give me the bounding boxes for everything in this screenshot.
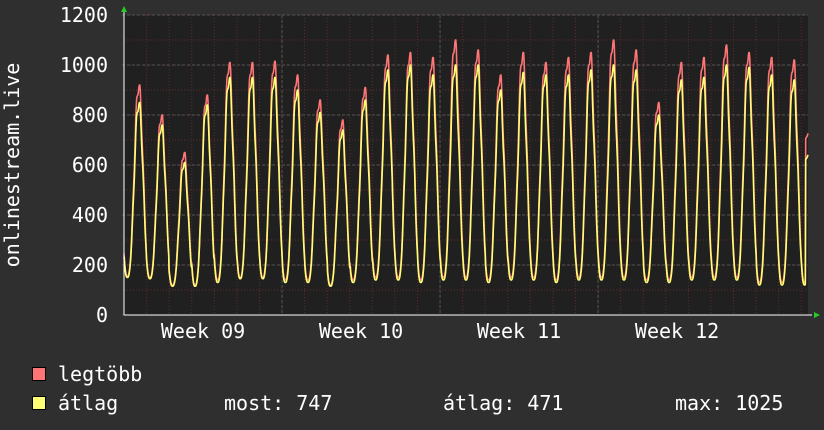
legend-label-avg: átlag bbox=[58, 391, 119, 415]
x-tick-label: Week 11 bbox=[477, 319, 561, 343]
x-tick-label: Week 09 bbox=[161, 319, 245, 343]
stat-average: átlag: 471 bbox=[443, 391, 564, 415]
y-tick-label: 200 bbox=[72, 253, 108, 277]
legend-item-avg: átlag bbox=[32, 391, 118, 415]
x-tick-label: Week 10 bbox=[319, 319, 403, 343]
y-tick-label: 1200 bbox=[60, 3, 108, 27]
legend-label-max: legtöbb bbox=[58, 362, 143, 386]
stat-current: most: 747 bbox=[224, 391, 333, 415]
x-tick-label: Week 12 bbox=[635, 319, 719, 343]
y-tick-label: 0 bbox=[96, 303, 108, 327]
y-tick-label: 400 bbox=[72, 203, 108, 227]
y-tick-label: 800 bbox=[72, 103, 108, 127]
stat-maximum: max: 1025 bbox=[675, 391, 784, 415]
x-axis-arrow bbox=[814, 312, 820, 318]
legend-swatch-max bbox=[32, 367, 46, 381]
legend-swatch-avg bbox=[32, 396, 46, 410]
traffic-chart: 0 200 400 600 800 1000 1200 Week 09 Week 10 Week … bbox=[0, 3, 820, 343]
series-line-avg bbox=[123, 64, 809, 287]
y-tick-label: 600 bbox=[72, 153, 108, 177]
y-tick-label: 1000 bbox=[60, 53, 108, 77]
legend-item-max: legtöbb bbox=[32, 362, 142, 386]
y-axis-label: onlinestream.live bbox=[0, 63, 24, 268]
y-axis-arrow bbox=[121, 6, 127, 12]
